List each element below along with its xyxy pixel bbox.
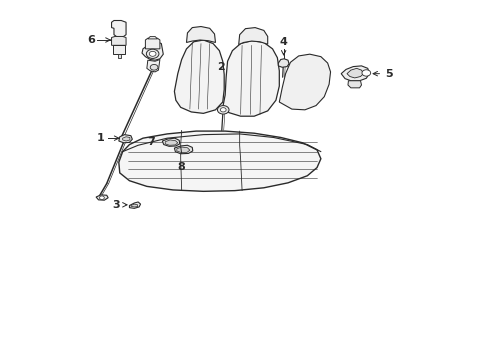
Polygon shape — [186, 27, 215, 42]
Text: 1: 1 — [96, 133, 104, 143]
Polygon shape — [119, 135, 132, 143]
Ellipse shape — [190, 65, 196, 68]
Circle shape — [361, 70, 370, 76]
Circle shape — [149, 51, 156, 56]
Polygon shape — [129, 202, 140, 208]
Polygon shape — [119, 131, 320, 192]
Polygon shape — [177, 147, 189, 153]
Polygon shape — [111, 36, 126, 45]
Text: 3: 3 — [112, 200, 120, 210]
Text: 8: 8 — [178, 162, 185, 172]
Circle shape — [150, 64, 158, 70]
Circle shape — [146, 49, 159, 58]
Polygon shape — [174, 40, 224, 113]
Polygon shape — [111, 21, 126, 38]
Polygon shape — [96, 195, 108, 200]
Polygon shape — [347, 81, 361, 88]
Text: 7: 7 — [146, 137, 154, 147]
Text: 5: 5 — [384, 69, 391, 79]
Circle shape — [220, 108, 225, 112]
Text: 2: 2 — [217, 62, 224, 72]
Text: 6: 6 — [86, 35, 95, 45]
Ellipse shape — [187, 63, 200, 70]
Polygon shape — [279, 54, 330, 110]
Polygon shape — [147, 36, 157, 39]
Polygon shape — [278, 59, 288, 67]
Polygon shape — [146, 59, 160, 72]
Polygon shape — [165, 140, 178, 145]
Polygon shape — [145, 38, 160, 49]
Circle shape — [217, 105, 228, 114]
Polygon shape — [113, 45, 124, 54]
Polygon shape — [162, 138, 180, 146]
Polygon shape — [223, 41, 279, 116]
Polygon shape — [238, 28, 267, 45]
Ellipse shape — [183, 61, 203, 72]
Circle shape — [99, 196, 104, 199]
Polygon shape — [122, 137, 130, 141]
Polygon shape — [341, 66, 368, 81]
Polygon shape — [131, 204, 138, 207]
Text: 4: 4 — [279, 37, 287, 47]
Polygon shape — [174, 145, 192, 154]
Polygon shape — [118, 54, 121, 58]
Polygon shape — [346, 68, 363, 78]
Polygon shape — [142, 42, 163, 60]
